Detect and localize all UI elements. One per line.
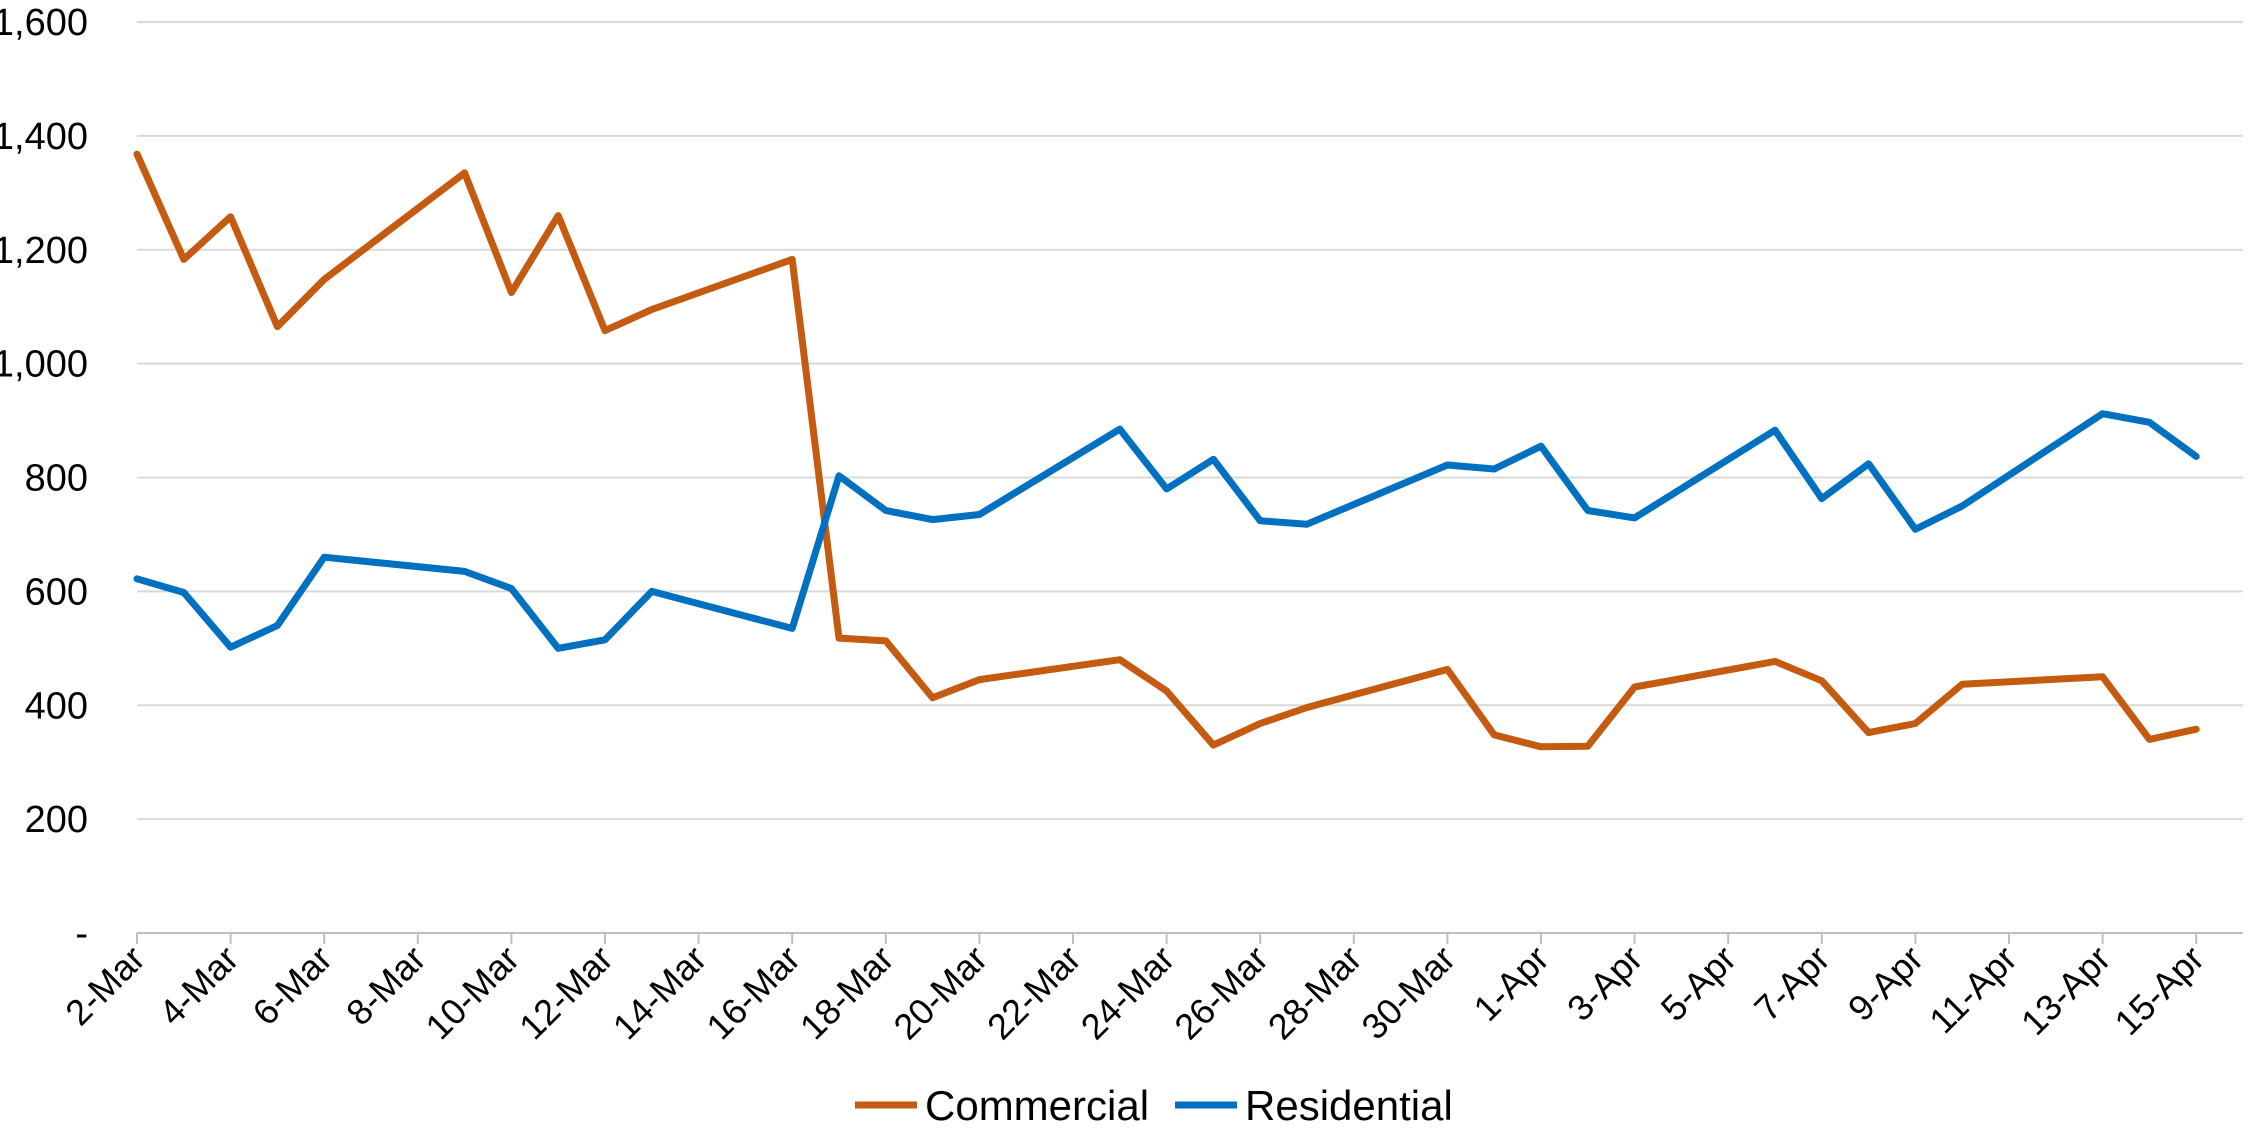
x-tick-label: 16-Mar: [698, 938, 808, 1048]
x-tick-label: 2-Mar: [57, 938, 152, 1033]
y-tick-label: 600: [25, 571, 88, 613]
x-tick-label: 7-Apr: [1746, 938, 1837, 1029]
y-tick-label: 800: [25, 458, 88, 500]
x-tick-label: 13-Apr: [2013, 938, 2118, 1043]
x-tick-label: 3-Apr: [1559, 938, 1650, 1029]
series-lines: [133, 150, 2200, 751]
x-tick-label: 12-Mar: [511, 938, 621, 1048]
series-line-residential: [133, 410, 2200, 652]
x-tick-label: 30-Mar: [1353, 938, 1463, 1048]
y-tick-label: -: [75, 913, 88, 955]
x-tick-label: 15-Apr: [2106, 938, 2211, 1043]
x-tick-label: 10-Mar: [417, 938, 527, 1048]
x-tick-label: 4-Mar: [151, 938, 246, 1033]
x-tick-label: 24-Mar: [1073, 938, 1183, 1048]
y-tick-label: 1,200: [0, 230, 88, 272]
x-tick-label: 20-Mar: [885, 938, 995, 1048]
legend: Commercial Residential: [855, 1082, 1453, 1129]
y-tick-label: 1,000: [0, 344, 88, 386]
x-tick-label: 18-Mar: [792, 938, 902, 1048]
y-tick-label: 1,400: [0, 116, 88, 158]
series-line-commercial: [133, 150, 2200, 751]
y-tick-label: 1,600: [0, 2, 88, 44]
x-tick-label: 1-Apr: [1465, 938, 1556, 1029]
x-tick-label: 14-Mar: [605, 938, 715, 1048]
legend-label-residential: Residential: [1245, 1082, 1453, 1129]
gridlines: [137, 21, 2243, 821]
x-tick-label: 11-Apr: [1921, 938, 2025, 1042]
y-tick-label: 400: [25, 685, 88, 727]
y-axis-tick-labels: - 200 400 600 800 1,000 1,200 1,400 1,600: [0, 2, 88, 955]
x-tick-label: 28-Mar: [1260, 938, 1370, 1048]
y-tick-label: 200: [25, 799, 88, 841]
x-axis: 2-Mar4-Mar6-Mar8-Mar10-Mar12-Mar14-Mar16…: [57, 932, 2243, 1048]
legend-label-commercial: Commercial: [925, 1082, 1149, 1129]
x-tick-label: 26-Mar: [1166, 938, 1276, 1048]
x-tick-label: 5-Apr: [1653, 938, 1744, 1029]
x-tick-label: 22-Mar: [979, 938, 1089, 1048]
x-tick-label: 6-Mar: [244, 938, 339, 1033]
x-tick-label: 9-Apr: [1840, 938, 1931, 1029]
